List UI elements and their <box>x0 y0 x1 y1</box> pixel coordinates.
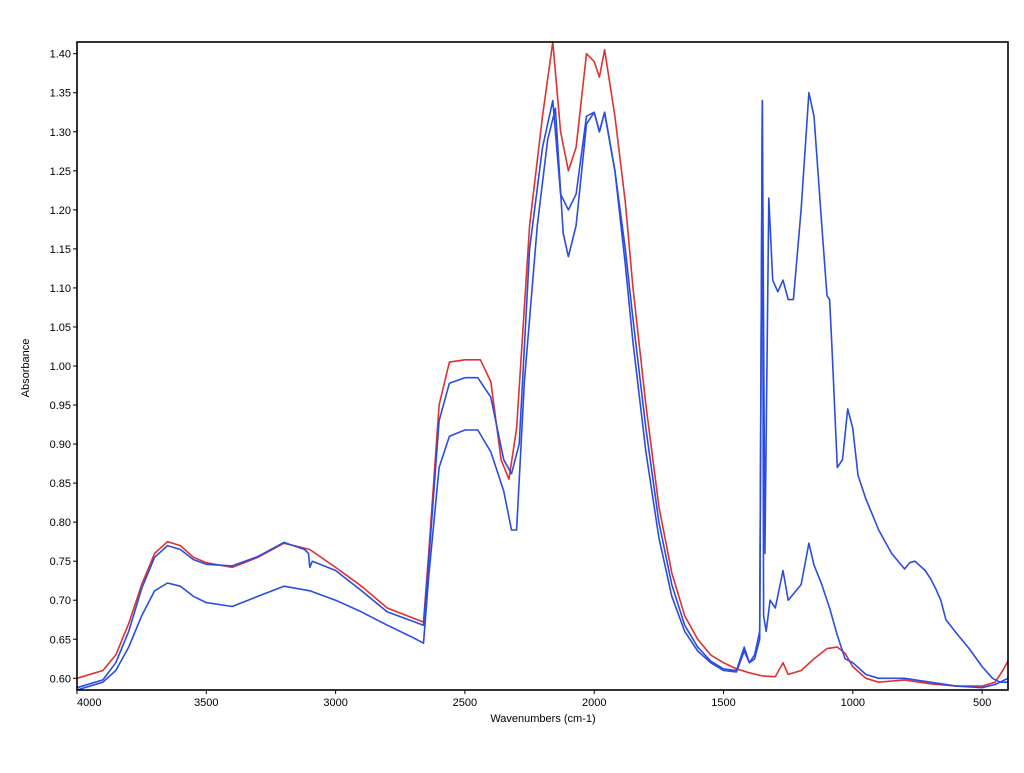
y-tick-label: 0.95 <box>50 400 71 412</box>
x-tick-label: 3500 <box>194 697 218 709</box>
y-tick-label: 1.25 <box>50 166 71 178</box>
series-layer <box>76 41 1009 691</box>
y-tick-label: 1.15 <box>50 244 71 256</box>
spectrum-series-line-3 <box>76 91 1009 691</box>
spectrum-series-line-1 <box>76 41 1009 687</box>
y-tick-label: 0.80 <box>50 517 71 529</box>
y-tick-label: 0.60 <box>50 673 71 685</box>
y-tick-label: 0.65 <box>50 634 71 646</box>
x-tick-label: 2000 <box>582 697 606 709</box>
y-tick-label: 0.85 <box>50 478 71 490</box>
y-axis-title: Absorbance <box>20 339 32 398</box>
y-tick-label: 1.35 <box>50 88 71 100</box>
y-tick-label: 1.20 <box>50 205 71 217</box>
y-tick-label: 1.40 <box>50 49 71 61</box>
y-tick-label: 1.10 <box>50 283 71 295</box>
x-tick-label: 3000 <box>323 697 347 709</box>
y-tick-label: 1.00 <box>50 361 71 373</box>
y-tick-label: 0.90 <box>50 439 71 451</box>
y-tick-label: 0.75 <box>50 556 71 568</box>
y-tick-label: 1.30 <box>50 127 71 139</box>
y-tick-label: 1.05 <box>50 322 71 334</box>
x-tick-label: 1000 <box>841 697 865 709</box>
axis-ticks: 0.60 0.65 0.70 0.75 0.80 0.85 0.90 0.95 1.00 1.05… <box>50 49 992 709</box>
x-tick-label: 2500 <box>453 697 477 709</box>
x-axis-title: Wavenumbers (cm-1) <box>490 713 595 725</box>
x-tick-label: 4000 <box>77 697 101 709</box>
plot-frame <box>76 41 1009 691</box>
x-tick-label: 500 <box>973 697 991 709</box>
y-tick-label: 0.70 <box>50 595 71 607</box>
x-tick-label: 1500 <box>711 697 735 709</box>
